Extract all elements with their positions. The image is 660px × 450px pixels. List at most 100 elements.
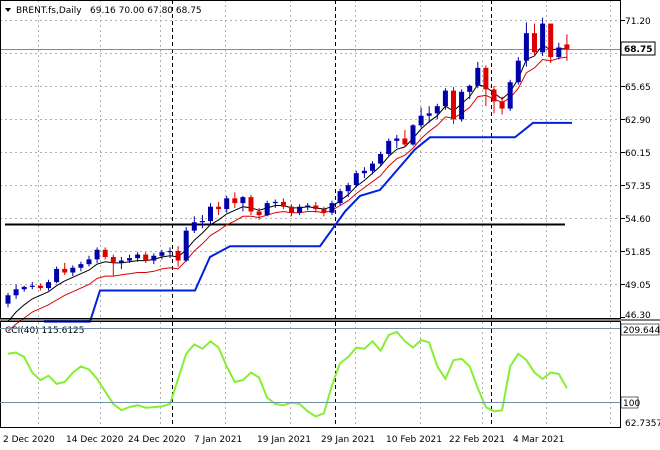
candle-body [248, 197, 254, 212]
candle-body [548, 23, 554, 58]
candle-body [94, 249, 100, 260]
candle-body [556, 47, 562, 58]
candle-body [21, 286, 27, 290]
candle-body [353, 173, 359, 186]
candle-body [175, 250, 181, 261]
candle-body [232, 198, 238, 204]
candle-body [532, 33, 537, 53]
slow-ma-line [7, 56, 567, 332]
candle-body [272, 201, 278, 204]
cci-mid-label: 100 [623, 399, 640, 409]
price-tick: 71.20 [625, 17, 651, 27]
candle-body [135, 254, 141, 259]
price-tick: 62.90 [625, 116, 651, 126]
candle-body [499, 101, 505, 109]
time-label: 22 Feb 2021 [449, 435, 505, 445]
current-price-label: 68.75 [624, 45, 652, 55]
candle-body [118, 260, 124, 263]
candle-body [199, 221, 205, 223]
candle-body [151, 255, 157, 261]
candle-body [540, 23, 546, 53]
candle-body [297, 206, 303, 213]
symbol-label: BRENT.fs,Daily [16, 6, 82, 16]
candle-body [29, 285, 35, 287]
current-price-box [620, 41, 656, 56]
time-label: 14 Dec 2020 [66, 435, 124, 445]
candle-body [13, 289, 19, 296]
candle-body [370, 163, 375, 171]
price-tick: 54.60 [625, 215, 651, 225]
candle-body [507, 82, 513, 109]
candle-body [459, 91, 465, 120]
price-panel-frame [0, 0, 621, 319]
candle-body [280, 201, 286, 207]
candle-body [491, 89, 497, 102]
candle-body [345, 185, 351, 192]
candle-body [208, 206, 213, 222]
candle-body [110, 256, 116, 263]
price-tick: 49.05 [625, 281, 651, 291]
candle-body [264, 203, 270, 216]
candle-body [410, 125, 416, 145]
candle-body [564, 44, 570, 50]
candle-body [37, 285, 43, 289]
candle-body [402, 138, 408, 145]
cci-bottom-label: 62.7357 [625, 419, 660, 429]
candle-body [240, 197, 246, 204]
candle-body [191, 222, 197, 231]
candle-body [54, 268, 60, 283]
candle-body [321, 209, 327, 213]
candle-body [216, 206, 222, 210]
candle-body [337, 191, 343, 204]
price-tick: 46.30 [625, 311, 651, 321]
time-label: 4 Mar 2021 [513, 435, 564, 445]
candle-body [313, 205, 319, 210]
candle-body [386, 140, 392, 155]
time-label: 29 Jan 2021 [321, 435, 375, 445]
ohlc-label: 69.16 70.00 67.80 68.75 [90, 6, 202, 16]
candle-body [467, 85, 473, 92]
candle-body [394, 138, 400, 141]
price-tick: 60.15 [625, 149, 651, 159]
candle-body [523, 33, 529, 61]
candle-body [143, 254, 149, 261]
candle-body [451, 90, 456, 120]
candle-body [305, 205, 311, 207]
price-grid [0, 0, 620, 318]
price-tick: 51.85 [625, 248, 651, 258]
price-tick: 57.35 [625, 182, 651, 192]
trailing-stop-line [44, 121, 572, 323]
candle-body [183, 230, 189, 261]
candle-body [426, 113, 432, 116]
period-separators [172, 0, 492, 428]
candle-body [159, 252, 165, 256]
fast-ma-line [7, 44, 567, 322]
price-tick: 65.65 [625, 83, 651, 93]
candle-body [86, 259, 92, 265]
time-label: 19 Jan 2021 [257, 435, 311, 445]
time-label: 10 Feb 2021 [386, 435, 442, 445]
cci-panel-frame [0, 321, 621, 428]
candles [5, 17, 570, 308]
candle-body [289, 206, 294, 213]
dropdown-triangle-icon[interactable] [5, 8, 11, 12]
cci-top-box [620, 323, 660, 336]
time-label: 2 Dec 2020 [3, 435, 55, 445]
candle-body [418, 115, 424, 126]
candle-body [475, 67, 481, 86]
price-axis: 71.20 65.65 62.90 60.15 57.35 54.60 51.8… [621, 17, 651, 321]
candle-body [70, 267, 76, 273]
candle-body [329, 203, 335, 213]
candle-body [167, 250, 173, 253]
candle-body [224, 198, 230, 210]
cci-label: CCI(40) 115.6125 [5, 326, 85, 336]
cci-line [7, 330, 568, 418]
candle-body [102, 249, 108, 257]
cci-mid-box [620, 396, 639, 409]
candle-body [5, 295, 11, 304]
candle-body [46, 282, 51, 289]
time-label: 7 Jan 2021 [194, 435, 242, 445]
time-label: 24 Dec 2020 [128, 435, 186, 445]
candle-body [378, 154, 384, 164]
